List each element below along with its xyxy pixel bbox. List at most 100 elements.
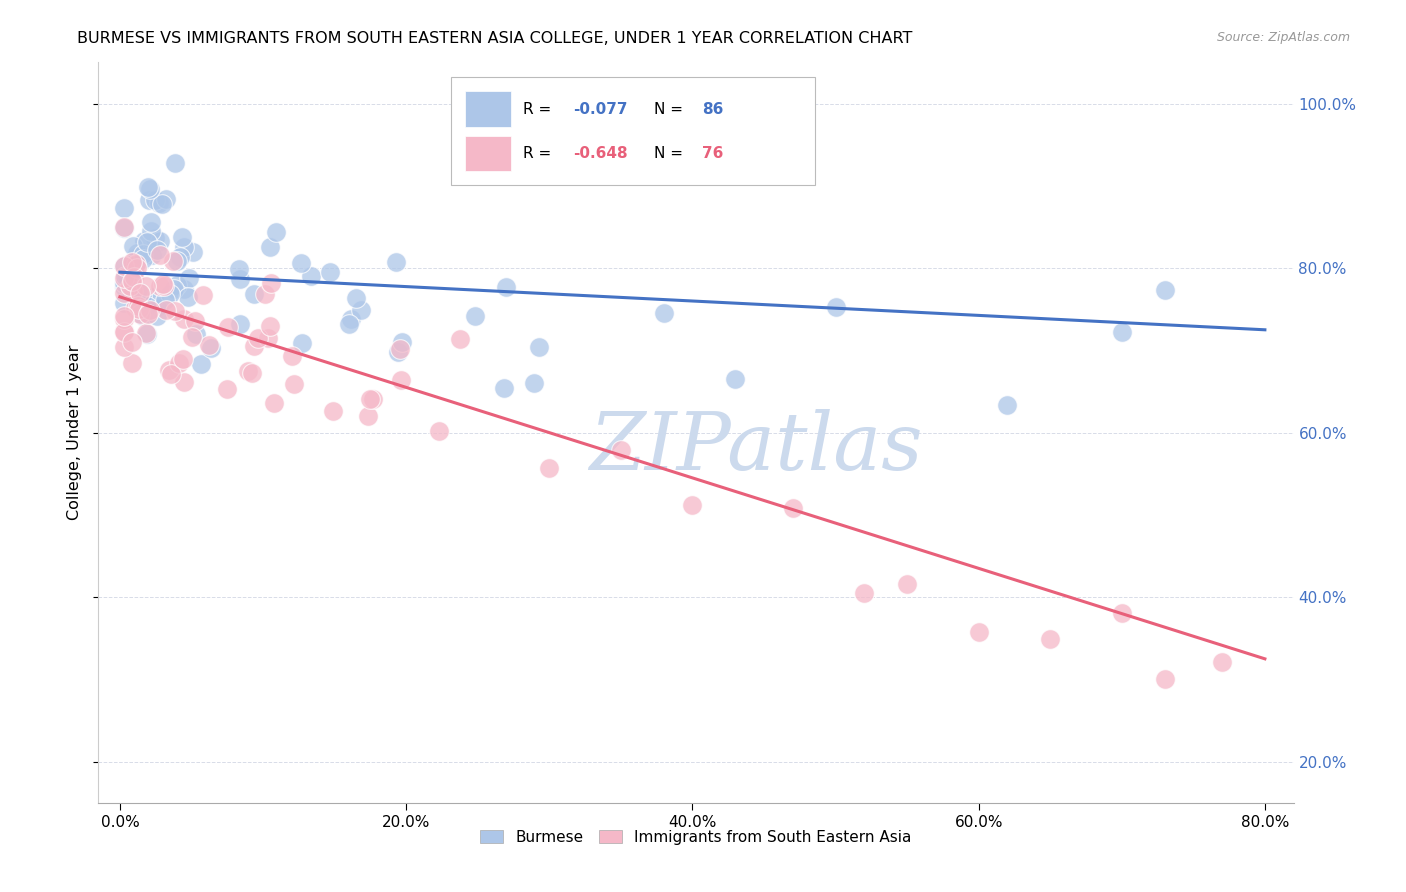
Point: [995, 398, 1018, 412]
Point: [141, 248, 163, 262]
Point: [172, 352, 194, 367]
Point: [139, 302, 162, 317]
Point: [449, 332, 471, 346]
Point: [129, 286, 152, 301]
Point: [350, 302, 373, 317]
Point: [112, 310, 135, 324]
Point: [1153, 672, 1175, 686]
Point: [112, 324, 135, 338]
Text: R =: R =: [523, 146, 555, 161]
Point: [139, 296, 162, 310]
Point: [146, 309, 169, 323]
Point: [162, 282, 184, 296]
Point: [112, 312, 135, 326]
Point: [139, 182, 162, 196]
Point: [136, 180, 159, 194]
Text: ZIPatlas: ZIPatlas: [589, 409, 922, 486]
Point: [166, 254, 188, 268]
Point: [253, 287, 276, 301]
Point: [112, 271, 135, 285]
Point: [724, 372, 747, 386]
Point: [1153, 283, 1175, 297]
Point: [152, 197, 174, 211]
Text: R =: R =: [523, 102, 555, 117]
Text: N =: N =: [654, 146, 688, 161]
Text: BURMESE VS IMMIGRANTS FROM SOUTH EASTERN ASIA COLLEGE, UNDER 1 YEAR CORRELATION : BURMESE VS IMMIGRANTS FROM SOUTH EASTERN…: [77, 31, 912, 46]
Point: [1211, 655, 1233, 669]
Point: [112, 340, 135, 354]
Point: [131, 247, 153, 261]
Point: [138, 193, 160, 207]
Point: [200, 341, 222, 355]
Point: [163, 303, 186, 318]
Point: [132, 252, 155, 266]
Point: [169, 250, 191, 264]
Point: [122, 239, 145, 253]
Point: [136, 307, 159, 321]
Point: [217, 383, 239, 397]
Point: [131, 289, 153, 303]
Legend: Burmese, Immigrants from South Eastern Asia: Burmese, Immigrants from South Eastern A…: [474, 823, 918, 851]
Point: [121, 254, 143, 268]
Point: [112, 325, 135, 339]
Point: [125, 261, 148, 276]
Point: [149, 248, 172, 262]
Point: [388, 342, 411, 356]
Point: [127, 299, 149, 313]
Text: -0.648: -0.648: [572, 146, 627, 161]
Point: [240, 366, 263, 380]
Bar: [465, 136, 510, 171]
Point: [179, 271, 201, 285]
Point: [127, 284, 149, 298]
Text: N =: N =: [654, 102, 688, 117]
Point: [112, 221, 135, 235]
Bar: [465, 91, 510, 127]
Point: [167, 356, 190, 370]
Point: [610, 443, 633, 458]
Point: [124, 250, 146, 264]
Point: [157, 362, 180, 376]
Point: [180, 330, 202, 344]
Point: [173, 375, 195, 389]
Point: [853, 585, 876, 599]
Point: [264, 226, 287, 240]
Text: 76: 76: [702, 146, 723, 161]
Point: [121, 335, 143, 350]
Y-axis label: College, Under 1 year: College, Under 1 year: [67, 345, 83, 520]
Point: [135, 235, 157, 249]
Point: [824, 301, 846, 315]
Point: [125, 258, 148, 272]
Point: [176, 290, 198, 304]
Point: [112, 259, 135, 273]
Point: [361, 392, 384, 406]
Point: [173, 312, 195, 326]
Point: [384, 254, 406, 268]
Point: [492, 381, 515, 395]
Point: [112, 276, 135, 290]
Point: [229, 317, 252, 331]
Point: [125, 257, 148, 271]
Point: [257, 331, 280, 345]
Point: [129, 307, 152, 321]
Point: [782, 501, 804, 516]
Point: [139, 214, 162, 228]
Point: [387, 345, 409, 359]
Point: [112, 280, 135, 294]
Text: Source: ZipAtlas.com: Source: ZipAtlas.com: [1216, 31, 1350, 45]
Point: [160, 367, 183, 381]
Point: [1039, 632, 1062, 646]
Point: [120, 278, 142, 293]
Point: [229, 272, 252, 286]
Point: [148, 196, 170, 211]
Point: [146, 243, 169, 257]
Point: [152, 277, 174, 291]
Point: [120, 283, 142, 297]
Point: [359, 392, 381, 406]
Point: [291, 335, 314, 350]
Point: [166, 277, 188, 292]
Point: [299, 269, 322, 284]
Point: [155, 192, 177, 206]
Point: [181, 244, 204, 259]
Point: [124, 301, 146, 315]
Point: [173, 240, 195, 254]
